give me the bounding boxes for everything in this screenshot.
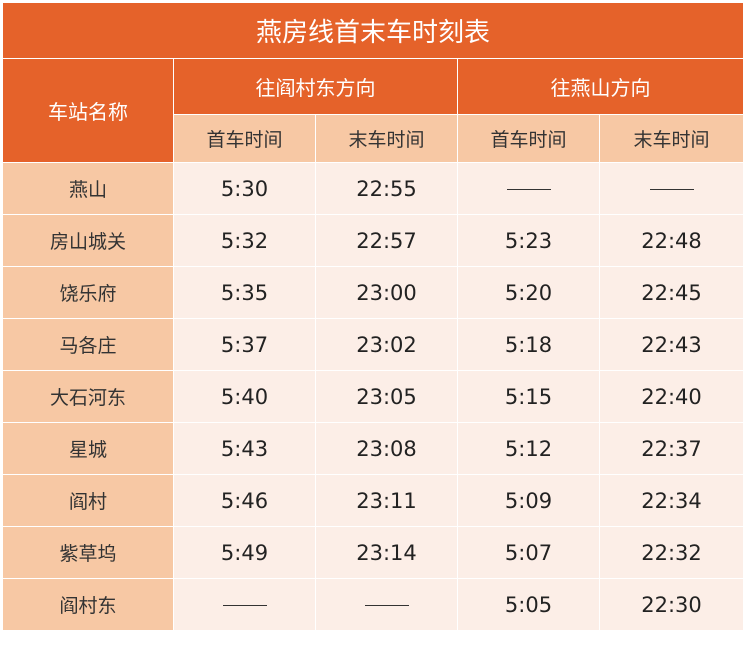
last-train-time: 22:34 [598,474,745,527]
last-train-time: 23:11 [315,474,458,527]
station-name: 马各庄 [2,318,174,371]
station-name: 阎村东 [2,578,174,631]
first-train-time: 5:30 [173,162,316,215]
no-service-dash [315,578,458,631]
table-row: 燕山 5:30 22:55 [2,162,745,215]
dash-line [364,605,409,606]
table-row: 阎村 5:46 23:11 5:09 22:34 [2,474,745,527]
last-train-time: 22:48 [598,214,745,267]
last-train-time: 23:02 [315,318,458,371]
dash-line [649,189,694,190]
first-train-time: 5:46 [173,474,316,527]
table-row: 阎村东 5:05 22:30 [2,578,745,631]
table-row: 星城 5:43 23:08 5:12 22:37 [2,422,745,475]
last-train-time: 22:57 [315,214,458,267]
last-train-time: 22:32 [598,526,745,579]
station-name: 星城 [2,422,174,475]
dash-line [506,189,551,190]
no-service-dash [173,578,316,631]
table-row: 房山城关 5:32 22:57 5:23 22:48 [2,214,745,267]
first-train-time: 5:23 [457,214,600,267]
last-train-header: 末车时间 [315,114,458,163]
direction-header-yanshan: 往燕山方向 [456,58,745,115]
station-column-header: 车站名称 [2,58,174,163]
table-row: 紫草坞 5:49 23:14 5:07 22:32 [2,526,745,579]
last-train-time: 22:40 [598,370,745,423]
first-train-time: 5:12 [457,422,600,475]
first-train-time: 5:43 [173,422,316,475]
station-name: 燕山 [2,162,174,215]
no-service-dash [457,162,600,215]
first-train-time: 5:05 [457,578,600,631]
first-train-time: 5:37 [173,318,316,371]
direction-header-yancundong: 往阎村东方向 [173,58,458,115]
no-service-dash [598,162,745,215]
last-train-time: 22:30 [598,578,745,631]
first-train-time: 5:18 [457,318,600,371]
last-train-time: 22:43 [598,318,745,371]
table-row: 马各庄 5:37 23:02 5:18 22:43 [2,318,745,371]
table-row: 饶乐府 5:35 23:00 5:20 22:45 [2,266,745,319]
last-train-header: 末车时间 [598,114,745,163]
first-train-header: 首车时间 [457,114,600,163]
timetable-body: 燕山 5:30 22:55 房山城关 5:32 22:57 5:23 22:48 饶乐府 5:35… [2,162,745,631]
last-train-time: 23:08 [315,422,458,475]
station-name: 饶乐府 [2,266,174,319]
station-name: 阎村 [2,474,174,527]
first-train-time: 5:15 [457,370,600,423]
first-train-time: 5:09 [457,474,600,527]
station-name: 紫草坞 [2,526,174,579]
station-name: 大石河东 [2,370,174,423]
last-train-time: 23:00 [315,266,458,319]
dash-line [222,605,267,606]
station-name: 房山城关 [2,214,174,267]
first-train-time: 5:49 [173,526,316,579]
table-row: 大石河东 5:40 23:05 5:15 22:40 [2,370,745,423]
table-title: 燕房线首末车时刻表 [1,2,745,59]
last-train-time: 23:14 [315,526,458,579]
first-train-time: 5:40 [173,370,316,423]
last-train-time: 22:55 [315,162,458,215]
first-train-time: 5:35 [173,266,316,319]
last-train-time: 22:37 [598,422,745,475]
first-train-time: 5:07 [457,526,600,579]
first-train-header: 首车时间 [173,114,316,163]
last-train-time: 22:45 [598,266,745,319]
first-train-time: 5:20 [457,266,600,319]
last-train-time: 23:05 [315,370,458,423]
first-train-time: 5:32 [173,214,316,267]
timetable: 燕房线首末车时刻表 车站名称 往阎村东方向 往燕山方向 首车时间 末车时间 首车… [1,2,745,631]
